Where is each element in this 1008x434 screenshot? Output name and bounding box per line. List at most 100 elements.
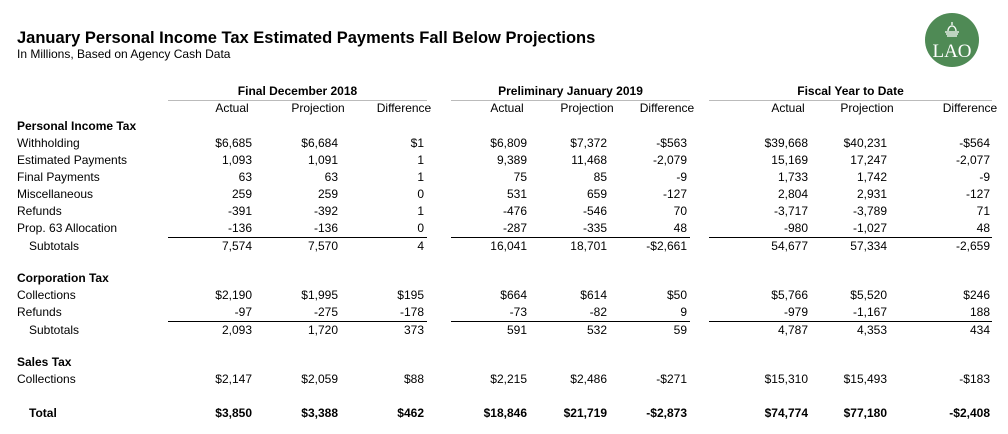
table-row-cell: -$271 — [656, 372, 687, 386]
table-row-cell: $50 — [666, 288, 687, 302]
total-row-cell: $21,719 — [563, 406, 607, 420]
table-row-cell: $2,486 — [570, 372, 607, 386]
table-row-cell: -136 — [227, 221, 252, 235]
table-row-cell: 15,169 — [771, 153, 808, 167]
subtotal-row-cell: 434 — [969, 323, 990, 337]
section-label: Corporation Tax — [17, 271, 109, 285]
table-row-cell: 1 — [417, 153, 424, 167]
table-row-cell: 531 — [506, 187, 527, 201]
table-row-cell: 63 — [238, 170, 252, 184]
subtotal-row-cell: 59 — [673, 323, 687, 337]
table-row-cell: -$563 — [656, 136, 687, 150]
subtotal-row-cell: 4 — [417, 239, 424, 253]
table-row-cell: 0 — [417, 187, 424, 201]
table-row-cell: $39,668 — [764, 136, 808, 150]
table-row-cell: 1,742 — [856, 170, 887, 184]
total-row-cell: $3,850 — [215, 406, 252, 420]
table-row-cell: 659 — [586, 187, 607, 201]
table-row-cell: 11,468 — [571, 153, 607, 167]
column-header: Difference — [639, 101, 695, 115]
table-row-cell: -546 — [582, 204, 607, 218]
table-row-cell: -82 — [589, 305, 607, 319]
table-row-cell: $2,215 — [490, 372, 527, 386]
subtotal-row-cell: 2,093 — [221, 323, 252, 337]
subtotal-row-cell: 57,334 — [850, 239, 887, 253]
table-row-cell: -979 — [783, 305, 808, 319]
column-header: Projection — [291, 101, 345, 115]
subtotal-row-cell: 7,570 — [307, 239, 338, 253]
subtotal-row-cell: 18,701 — [570, 239, 607, 253]
table-row-cell: $7,372 — [570, 136, 607, 150]
table-row-cell: 71 — [976, 204, 990, 218]
total-row-label: Total — [29, 406, 57, 420]
capitol-dome-icon — [945, 22, 959, 37]
table-row-cell: 70 — [673, 204, 687, 218]
group-header: Fiscal Year to Date — [709, 84, 992, 101]
table-row-cell: $195 — [397, 288, 424, 302]
table-row-label: Miscellaneous — [17, 187, 94, 201]
table-row-cell: 1 — [417, 204, 424, 218]
table-row-label: Final Payments — [17, 170, 100, 184]
table-row-cell: 48 — [976, 221, 990, 235]
table-row-cell: $246 — [963, 288, 990, 302]
subtotal-rule — [709, 321, 992, 322]
table-row-cell: 48 — [673, 221, 687, 235]
table-row-cell: -73 — [509, 305, 527, 319]
table-row-cell: $664 — [500, 288, 527, 302]
table-row-cell: $15,310 — [764, 372, 808, 386]
subtotal-row-cell: 4,787 — [777, 323, 808, 337]
table-row-cell: $2,059 — [301, 372, 338, 386]
group-header: Final December 2018 — [168, 84, 427, 101]
table-row-cell: -178 — [399, 305, 424, 319]
subtotal-row-cell: -2,659 — [955, 239, 990, 253]
table-row-cell: -392 — [313, 204, 338, 218]
table-row-cell: -136 — [313, 221, 338, 235]
table-row-label: Refunds — [17, 204, 62, 218]
subtotal-rule — [451, 321, 690, 322]
section-label: Personal Income Tax — [17, 119, 137, 133]
subtotal-row-cell: 7,574 — [221, 239, 252, 253]
total-row-cell: $18,846 — [483, 406, 527, 420]
table-row-cell: $6,685 — [215, 136, 252, 150]
table-row-cell: $5,520 — [850, 288, 887, 302]
table-row-cell: 17,247 — [850, 153, 887, 167]
page-subtitle: In Millions, Based on Agency Cash Data — [17, 47, 231, 61]
subtotal-row-label: Subtotals — [29, 239, 80, 253]
table-row-cell: 1 — [417, 170, 424, 184]
table-row-cell: 259 — [231, 187, 252, 201]
table-row-cell: -9 — [676, 170, 687, 184]
subtotal-row-cell: 373 — [403, 323, 424, 337]
table-row-cell: $2,190 — [215, 288, 252, 302]
table-row-cell: -980 — [783, 221, 808, 235]
total-row-cell: $74,774 — [764, 406, 808, 420]
subtotal-row-cell: 16,041 — [490, 239, 527, 253]
table-row-label: Collections — [17, 372, 76, 386]
subtotal-row-cell: 4,353 — [856, 323, 887, 337]
total-row-cell: $462 — [397, 406, 424, 420]
table-row-cell: -1,167 — [852, 305, 887, 319]
table-row-cell: $6,684 — [301, 136, 338, 150]
table-row-cell: -391 — [227, 204, 252, 218]
table-row-cell: $614 — [580, 288, 607, 302]
table-row-label: Collections — [17, 288, 76, 302]
table-row-cell: $1 — [410, 136, 424, 150]
total-row-cell: -$2,873 — [646, 406, 687, 420]
table-row-label: Withholding — [17, 136, 80, 150]
subtotal-row-cell: 1,720 — [307, 323, 338, 337]
column-header: Actual — [490, 101, 524, 115]
table-row-cell: $5,766 — [771, 288, 808, 302]
table-row-cell: -9 — [979, 170, 990, 184]
subtotal-rule — [709, 237, 992, 238]
subtotal-rule — [168, 321, 427, 322]
table-row-cell: -335 — [582, 221, 607, 235]
table-row-cell: $1,995 — [301, 288, 338, 302]
column-header: Difference — [942, 101, 998, 115]
table-row-label: Prop. 63 Allocation — [17, 221, 118, 235]
table-row-cell: 9 — [680, 305, 687, 319]
table-row-cell: -127 — [662, 187, 687, 201]
table-row-cell: 0 — [417, 221, 424, 235]
table-row-cell: -127 — [965, 187, 990, 201]
total-row-cell: $77,180 — [843, 406, 887, 420]
table-row-cell: -2,077 — [955, 153, 990, 167]
